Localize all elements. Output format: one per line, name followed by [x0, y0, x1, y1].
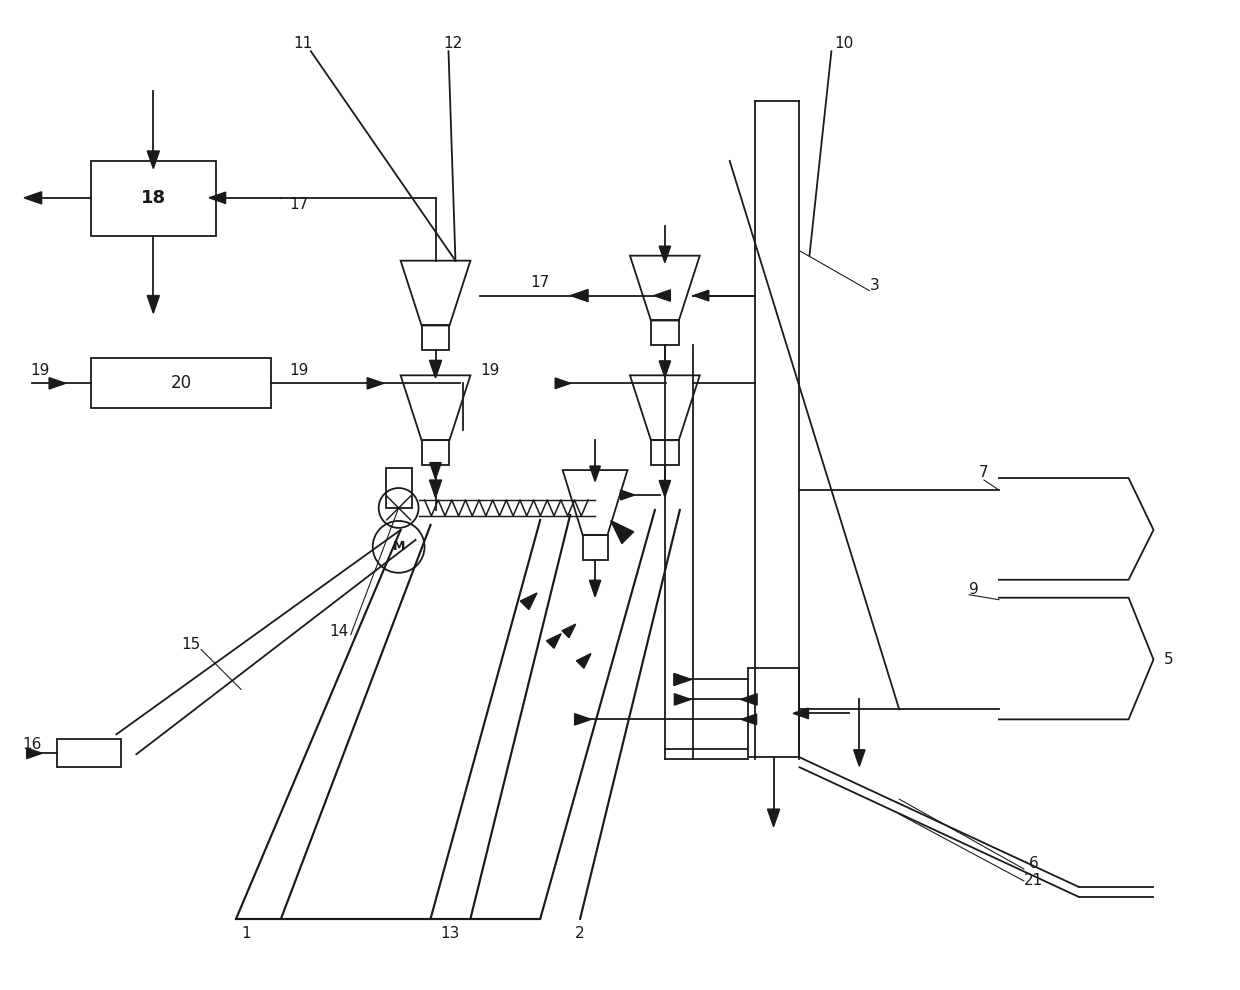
- Text: 9: 9: [970, 582, 978, 597]
- Polygon shape: [660, 361, 671, 377]
- Text: 10: 10: [835, 36, 854, 50]
- Polygon shape: [590, 466, 600, 481]
- Text: 19: 19: [289, 363, 309, 378]
- Bar: [92, 161, 216, 236]
- Text: 6: 6: [1029, 856, 1039, 871]
- Polygon shape: [653, 290, 671, 301]
- Text: 3: 3: [869, 278, 879, 293]
- Bar: [386, 468, 412, 508]
- Text: 2: 2: [575, 927, 585, 941]
- Polygon shape: [610, 521, 634, 544]
- Polygon shape: [430, 462, 441, 479]
- Polygon shape: [570, 289, 588, 302]
- Polygon shape: [429, 480, 441, 498]
- Polygon shape: [589, 580, 600, 597]
- Text: 17: 17: [531, 275, 549, 290]
- Polygon shape: [210, 192, 226, 204]
- Text: 12: 12: [443, 36, 463, 50]
- Polygon shape: [620, 490, 635, 500]
- Polygon shape: [853, 749, 866, 766]
- Text: 18: 18: [141, 189, 166, 207]
- Polygon shape: [660, 480, 671, 497]
- Text: 15: 15: [181, 638, 201, 652]
- Bar: [748, 667, 800, 757]
- Polygon shape: [740, 694, 758, 705]
- Polygon shape: [577, 653, 591, 668]
- Polygon shape: [562, 624, 575, 638]
- Polygon shape: [547, 634, 562, 648]
- Polygon shape: [660, 247, 671, 262]
- Polygon shape: [768, 809, 780, 827]
- Text: 7: 7: [980, 464, 988, 479]
- Bar: [57, 740, 122, 767]
- Text: 16: 16: [22, 737, 41, 751]
- Text: 11: 11: [294, 36, 312, 50]
- Polygon shape: [742, 714, 756, 725]
- Text: 14: 14: [329, 624, 348, 640]
- Polygon shape: [693, 290, 709, 301]
- Text: 1: 1: [242, 927, 250, 941]
- Bar: [92, 358, 272, 408]
- Polygon shape: [556, 378, 570, 389]
- Polygon shape: [675, 694, 691, 705]
- Text: 17: 17: [289, 197, 309, 212]
- Polygon shape: [521, 593, 537, 610]
- Text: 20: 20: [171, 374, 192, 392]
- Polygon shape: [148, 296, 160, 313]
- Text: M: M: [392, 541, 404, 553]
- Polygon shape: [794, 708, 808, 719]
- Text: 19: 19: [30, 363, 50, 378]
- Text: 21: 21: [1024, 873, 1044, 888]
- Polygon shape: [429, 360, 441, 378]
- Polygon shape: [673, 673, 692, 685]
- Polygon shape: [50, 377, 66, 389]
- Polygon shape: [24, 192, 42, 204]
- Text: 5: 5: [1163, 652, 1173, 667]
- Polygon shape: [574, 714, 591, 725]
- Text: 19: 19: [481, 363, 500, 378]
- Text: 13: 13: [440, 927, 460, 941]
- Polygon shape: [148, 150, 160, 168]
- Polygon shape: [27, 748, 42, 758]
- Polygon shape: [367, 377, 383, 389]
